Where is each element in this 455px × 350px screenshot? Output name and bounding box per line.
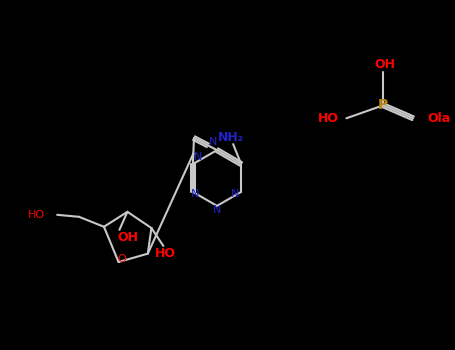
Text: P: P bbox=[378, 98, 389, 112]
Text: Ola: Ola bbox=[427, 112, 450, 125]
Text: N: N bbox=[191, 189, 199, 199]
Text: N: N bbox=[231, 189, 239, 199]
Text: N: N bbox=[208, 137, 217, 147]
Text: NH₂: NH₂ bbox=[218, 131, 244, 144]
Text: O: O bbox=[117, 254, 126, 264]
Text: HO: HO bbox=[155, 247, 176, 260]
Text: N: N bbox=[194, 152, 202, 162]
Text: OH: OH bbox=[117, 231, 138, 244]
Text: OH: OH bbox=[375, 58, 396, 71]
Text: N: N bbox=[213, 205, 221, 215]
Text: HO: HO bbox=[318, 112, 339, 125]
Text: HO: HO bbox=[28, 210, 45, 220]
